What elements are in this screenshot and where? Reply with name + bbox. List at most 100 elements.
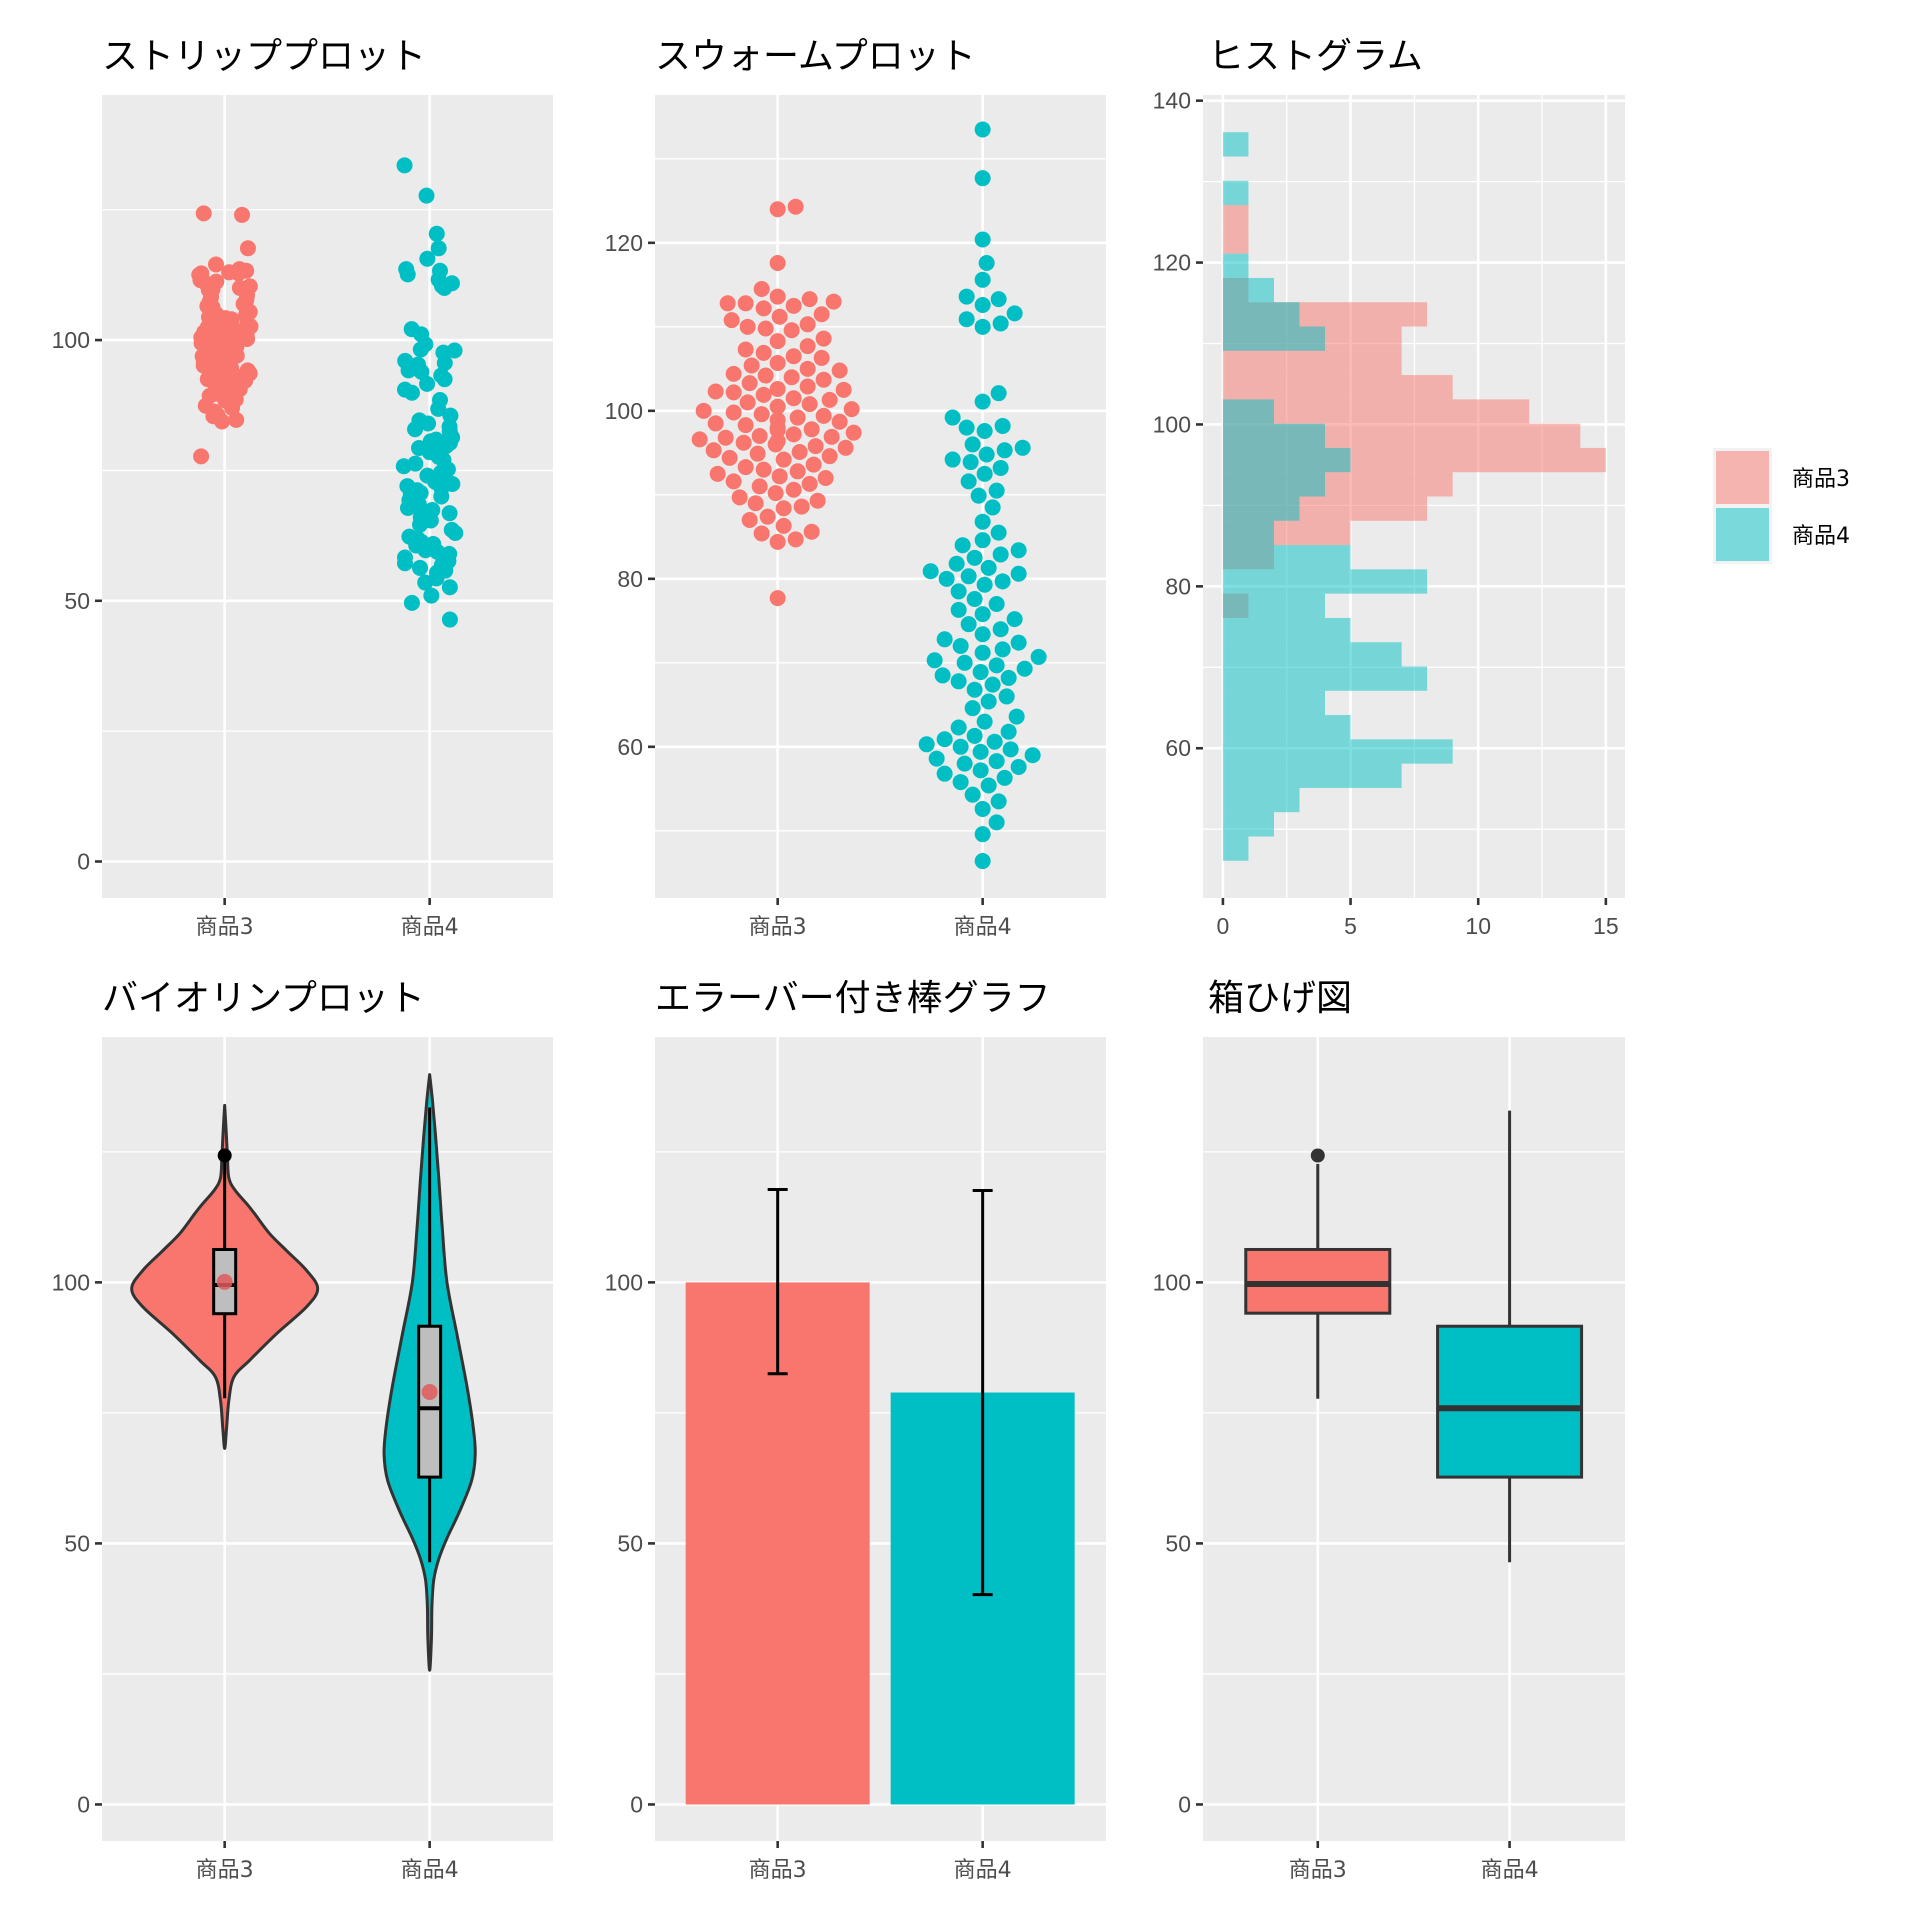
x-tick-label: 商品3: [196, 915, 254, 940]
swarm-point: [996, 769, 1013, 786]
y-tick-label: 50: [64, 588, 90, 614]
box: [1436, 1324, 1584, 1479]
panel-strip-plot: 0 50 100 商品3 商品4: [52, 95, 553, 940]
swarm-point: [749, 445, 766, 462]
strip-point: [441, 579, 458, 596]
swarm-point: [966, 681, 983, 698]
x-tick-label: 15: [1593, 913, 1619, 939]
swarm-point: [771, 468, 788, 485]
histogram-bar: [1222, 642, 1402, 667]
panel-violin-plot: 0 50 100 商品3 商品4: [52, 1037, 553, 1883]
swarm-point: [809, 492, 826, 509]
strip-point: [427, 473, 444, 490]
swarm-point: [978, 254, 995, 271]
swarm-point: [954, 537, 971, 554]
strip-point: [225, 332, 242, 349]
histogram-bar: [1222, 399, 1274, 424]
swarm-point: [994, 417, 1011, 434]
swarm-point: [1002, 741, 1019, 758]
swarm-point: [741, 375, 758, 392]
swarm-point: [966, 590, 983, 607]
swarm-point: [751, 428, 768, 445]
swarm-point: [751, 478, 768, 495]
swarm-point: [958, 419, 975, 436]
swarm-point: [739, 318, 756, 335]
x-tick-label: 商品3: [196, 1858, 254, 1883]
swarm-point: [769, 201, 786, 218]
histogram-bar: [1222, 666, 1428, 691]
swarm-point: [1016, 660, 1033, 677]
swarm-point: [831, 362, 848, 379]
swarm-point: [966, 549, 983, 566]
swarm-point: [974, 644, 991, 661]
swarm-point: [928, 750, 945, 767]
swarm-point: [815, 330, 832, 347]
swarm-point: [793, 498, 810, 515]
histogram-bar: [1222, 739, 1453, 764]
swarm-point: [976, 465, 993, 482]
swarm-point: [976, 713, 993, 730]
strip-point: [192, 272, 209, 289]
histogram-bar: [1222, 350, 1402, 376]
swarm-point: [789, 463, 806, 480]
histogram-bar: [1222, 763, 1402, 788]
strip-point: [203, 288, 220, 305]
swarm-point: [813, 306, 830, 323]
swarm-point: [1010, 634, 1027, 651]
swarm-point: [976, 422, 993, 439]
strip-point: [199, 371, 216, 388]
strip-point: [439, 461, 456, 478]
swarm-point: [964, 436, 981, 453]
strip-point: [239, 240, 256, 257]
histogram-bar: [1222, 593, 1326, 618]
x-tick-label: 商品4: [401, 915, 459, 940]
histogram-bar: [1222, 617, 1351, 643]
swarm-point: [990, 291, 1007, 308]
strip-point: [214, 413, 231, 430]
legend-key-group2: [1716, 508, 1769, 561]
strip-point: [412, 509, 429, 526]
swarm-point: [988, 657, 1005, 674]
swarm-point: [799, 338, 816, 355]
swarm-point: [992, 459, 1009, 476]
violin-outlier-point: [217, 1148, 232, 1163]
histogram-bar: [1222, 787, 1300, 813]
strip-point: [437, 551, 454, 568]
histogram-bar: [1222, 375, 1453, 400]
histogram-bar: [1222, 545, 1351, 570]
swarm-point: [1030, 648, 1047, 665]
swarm-point: [717, 429, 734, 446]
swarm-point: [988, 596, 1005, 613]
swarm-point: [709, 465, 726, 482]
swarm-point: [974, 170, 991, 187]
swarm-point: [785, 481, 802, 498]
strip-point: [419, 375, 436, 392]
y-tick-label: 100: [1153, 411, 1191, 437]
strip-point: [443, 275, 460, 292]
swarm-point: [964, 786, 981, 803]
histogram-bar: [1222, 423, 1326, 448]
swarm-point: [1000, 723, 1017, 740]
swarm-point: [769, 254, 786, 271]
panel-background: [655, 95, 1106, 898]
strip-point: [430, 240, 447, 257]
histogram-bar: [1222, 812, 1274, 837]
strip-point: [242, 318, 259, 335]
y-tick-label: 80: [1165, 573, 1191, 599]
strip-point: [436, 355, 453, 372]
strip-point: [395, 458, 412, 475]
swarm-point: [755, 461, 772, 478]
swarm-point: [813, 349, 830, 366]
swarm-point: [821, 391, 838, 408]
swarm-point: [737, 295, 754, 312]
violin-mean-point: [216, 1273, 233, 1290]
swarm-point: [707, 383, 724, 400]
panel-background: [102, 1037, 553, 1841]
swarm-point: [753, 281, 770, 298]
histogram-bar: [1222, 180, 1249, 206]
histogram-bar: [1222, 447, 1351, 473]
legend-key-group1: [1716, 451, 1769, 504]
swarm-point: [988, 753, 1005, 770]
strip-point: [418, 187, 435, 204]
x-tick-label: 商品4: [401, 1858, 459, 1883]
